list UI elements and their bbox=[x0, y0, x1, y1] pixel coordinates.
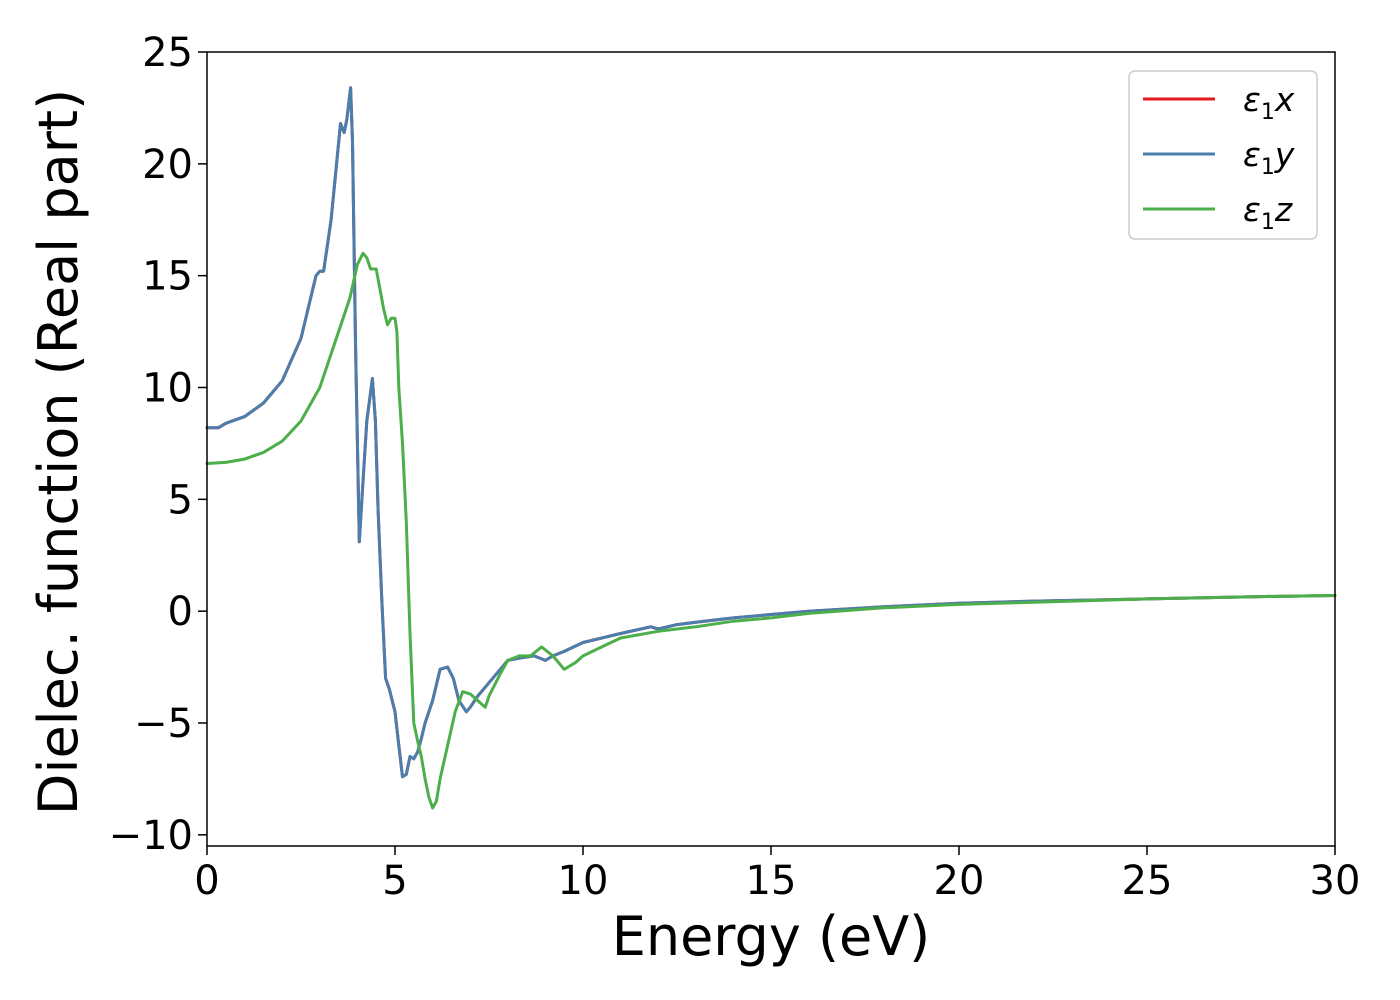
y-axis-ticks: −10 −5 0 5 10 15 20 25 bbox=[109, 30, 207, 859]
legend: ε1x ε1y ε1z bbox=[1128, 70, 1318, 240]
series-line-z bbox=[205, 251, 1337, 810]
legend-label-z: ε1z bbox=[1243, 190, 1293, 235]
x-tick-label: 0 bbox=[194, 858, 219, 904]
y-tick-label: 10 bbox=[142, 365, 193, 411]
y-tick-label: 0 bbox=[168, 589, 193, 635]
x-tick-label: 30 bbox=[1310, 858, 1361, 904]
x-tick-label: 10 bbox=[558, 858, 609, 904]
y-axis-title: Dielec. function (Real part) bbox=[27, 89, 90, 815]
y-tick-label: 20 bbox=[142, 142, 193, 188]
y-tick-label: −10 bbox=[109, 813, 193, 859]
x-axis-title: Energy (eV) bbox=[612, 905, 931, 968]
y-tick-label: 5 bbox=[168, 477, 193, 523]
x-tick-label: 20 bbox=[934, 858, 985, 904]
legend-box bbox=[1128, 70, 1318, 240]
legend-label-y: ε1y bbox=[1243, 135, 1295, 180]
x-axis-ticks: 0 5 10 15 20 25 30 bbox=[194, 846, 1360, 904]
y-tick-label: 15 bbox=[142, 254, 193, 300]
x-tick-label: 5 bbox=[382, 858, 407, 904]
y-tick-label: −5 bbox=[134, 701, 193, 747]
series-layer bbox=[205, 86, 1337, 810]
legend-label-x: ε1x bbox=[1243, 80, 1295, 125]
y-tick-label: 25 bbox=[142, 30, 193, 76]
x-tick-label: 25 bbox=[1122, 858, 1173, 904]
x-tick-label: 15 bbox=[746, 858, 797, 904]
